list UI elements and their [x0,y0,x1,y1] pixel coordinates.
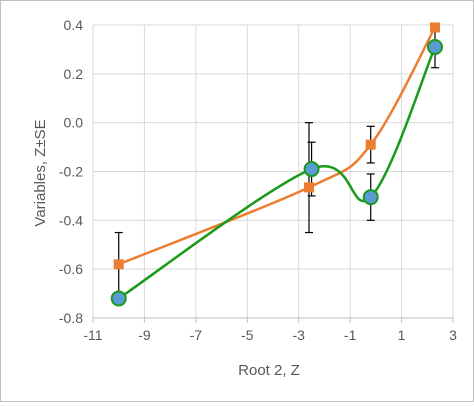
y-tick-label: 0.4 [64,17,84,33]
y-tick-label: -0.6 [59,261,83,277]
x-tick-label: -3 [292,327,305,343]
series-0-marker [430,22,440,33]
series-1-line [118,46,437,300]
y-tick-label: 0.0 [64,115,84,131]
series-1-marker [362,189,379,206]
grid [92,24,454,323]
extra-error-bar [305,122,313,234]
series-1-marker [303,161,320,178]
series-0-marker [304,182,314,193]
series-0-line [118,26,437,266]
y-tick-label: -0.4 [59,212,83,228]
y-tick-label: 0.2 [64,66,84,82]
x-tick-label: -9 [138,327,151,343]
x-tick-label: -11 [83,327,102,343]
x-tick-label: -5 [241,327,254,343]
tick-labels: -11 -9 -7 -5 -3 -1 1 3-0.8-0.6-0.4-0.20.00.20.4 [59,17,457,343]
series-0-marker [365,139,376,150]
y-tick-label: -0.8 [59,310,83,326]
series-0-marker [113,259,124,270]
y-tick-label: -0.2 [59,164,83,180]
y-axis-label: Variables, Z±SE [32,119,49,226]
series-layer [110,22,443,307]
x-tick-label: -1 [344,327,357,343]
x-tick-label: 1 [398,327,406,343]
x-tick-label: 3 [449,327,457,343]
series-1-marker [110,290,127,307]
series-1-marker [427,38,443,55]
x-axis-label: Root 2, Z [238,362,300,379]
x-tick-label: -7 [190,327,203,343]
